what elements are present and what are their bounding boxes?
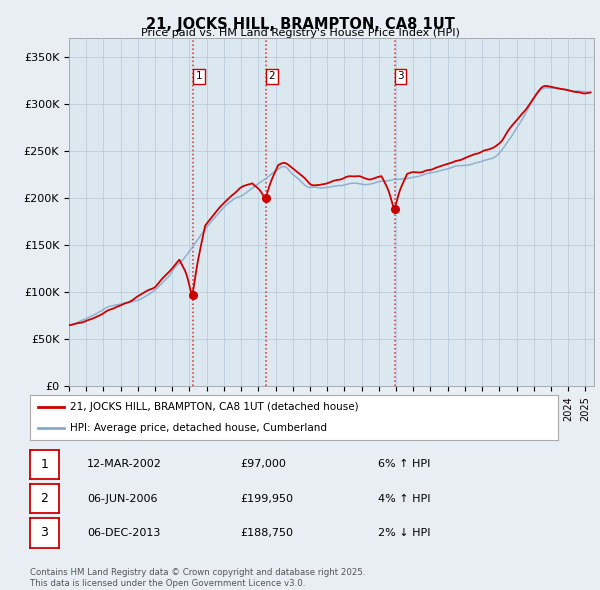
- Text: 06-JUN-2006: 06-JUN-2006: [87, 494, 157, 503]
- Text: 1: 1: [40, 458, 49, 471]
- Text: 3: 3: [40, 526, 49, 539]
- Text: 3: 3: [397, 71, 404, 81]
- Text: 2: 2: [40, 492, 49, 505]
- Text: 1: 1: [196, 71, 202, 81]
- Text: £199,950: £199,950: [240, 494, 293, 503]
- Text: Contains HM Land Registry data © Crown copyright and database right 2025.
This d: Contains HM Land Registry data © Crown c…: [30, 568, 365, 588]
- Text: 4% ↑ HPI: 4% ↑ HPI: [378, 494, 431, 503]
- Text: 2: 2: [268, 71, 275, 81]
- Text: 06-DEC-2013: 06-DEC-2013: [87, 528, 160, 537]
- Text: 21, JOCKS HILL, BRAMPTON, CA8 1UT (detached house): 21, JOCKS HILL, BRAMPTON, CA8 1UT (detac…: [70, 402, 358, 412]
- Text: 21, JOCKS HILL, BRAMPTON, CA8 1UT: 21, JOCKS HILL, BRAMPTON, CA8 1UT: [146, 17, 454, 31]
- Text: 2% ↓ HPI: 2% ↓ HPI: [378, 528, 431, 537]
- Text: £188,750: £188,750: [240, 528, 293, 537]
- Text: £97,000: £97,000: [240, 460, 286, 469]
- Text: Price paid vs. HM Land Registry's House Price Index (HPI): Price paid vs. HM Land Registry's House …: [140, 28, 460, 38]
- Text: 12-MAR-2002: 12-MAR-2002: [87, 460, 162, 469]
- Text: 6% ↑ HPI: 6% ↑ HPI: [378, 460, 430, 469]
- Text: HPI: Average price, detached house, Cumberland: HPI: Average price, detached house, Cumb…: [70, 422, 326, 432]
